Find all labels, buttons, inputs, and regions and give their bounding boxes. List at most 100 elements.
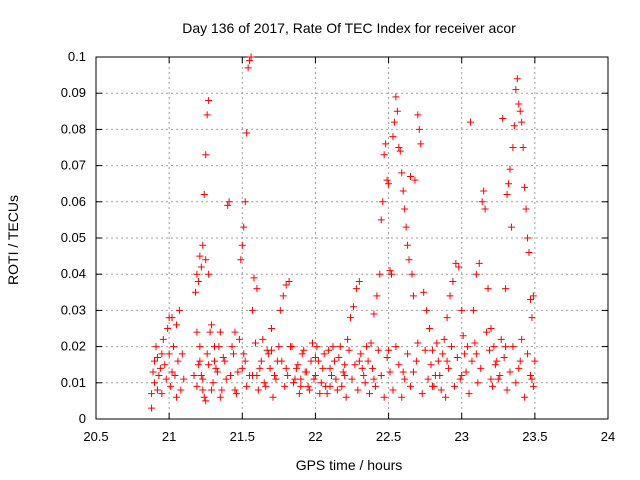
data-point [496,372,504,380]
data-point [326,382,334,390]
data-point [389,133,397,141]
data-point [420,288,428,296]
x-tick-label: 22 [308,429,322,444]
data-point [256,364,264,372]
data-point [260,379,268,387]
data-point [167,382,175,390]
data-point [152,343,160,351]
data-point [440,335,448,343]
data-point [240,223,248,231]
data-point [531,357,539,365]
data-point [515,364,523,372]
data-point [247,53,255,61]
data-point [216,328,224,336]
data-point [528,375,536,383]
x-tick-label: 20.5 [83,429,108,444]
data-point [295,390,303,398]
data-point [380,393,388,401]
data-point [165,350,173,358]
data-point [376,270,384,278]
data-point [281,382,289,390]
data-point [326,364,334,372]
chart-title: Day 136 of 2017, Rate Of TEC Index for r… [182,20,516,36]
data-point [282,364,290,372]
data-point [196,357,204,365]
data-point [461,350,469,358]
data-point [301,368,309,376]
data-point [453,353,461,361]
data-point [208,321,216,329]
data-point [224,201,232,209]
data-point [417,140,425,148]
data-point [355,277,363,285]
data-point [373,292,381,300]
data-point [428,346,436,354]
data-point [488,382,496,390]
data-point [409,368,417,376]
data-point [307,357,315,365]
data-point [382,140,390,148]
data-point [480,187,488,195]
data-point [507,223,515,231]
data-point [512,86,520,94]
data-point [521,393,529,401]
data-point [237,256,245,264]
data-point [175,306,183,314]
data-point [328,372,336,380]
data-point [502,285,510,293]
y-tick-label: 0.03 [61,302,86,317]
data-point [158,350,166,358]
data-point [228,343,236,351]
data-point [518,118,526,126]
data-point [361,379,369,387]
data-point [341,361,349,369]
data-point [232,390,240,398]
data-point [249,306,257,314]
data-point [411,176,419,184]
data-point [405,256,413,264]
data-point [395,144,403,151]
data-point [364,357,372,365]
data-point [275,343,283,351]
data-point [370,375,378,383]
y-tick-label: 0.06 [61,194,86,209]
data-point [466,118,474,126]
data-point [339,368,347,376]
data-point [202,256,210,264]
data-point [487,375,495,383]
data-point [200,393,208,401]
data-point [357,350,365,358]
data-point [528,314,536,322]
data-point [298,350,306,358]
data-point [221,357,229,365]
data-point [399,368,407,376]
data-point [506,368,514,376]
data-point [347,314,355,322]
data-point [503,191,511,199]
data-point [439,350,447,358]
data-point [332,375,340,383]
data-point [216,393,224,401]
data-point [379,198,387,206]
x-axis-label: GPS time / hours [296,457,403,473]
x-tick-label: 23 [454,429,468,444]
data-point [317,379,325,387]
data-point [270,372,278,380]
data-point [521,183,529,191]
data-point [306,386,314,394]
data-point [503,386,511,394]
data-point [272,375,280,383]
data-point [458,306,466,314]
data-point [518,335,526,343]
data-point [200,191,208,199]
data-point [161,361,169,369]
data-point [199,375,207,383]
data-point [462,368,470,376]
data-point [199,241,207,249]
data-point [399,187,407,195]
data-point [213,368,221,376]
data-point [474,379,482,387]
y-tick-label: 0.02 [61,339,86,354]
data-point [253,285,261,293]
data-point [443,314,451,322]
